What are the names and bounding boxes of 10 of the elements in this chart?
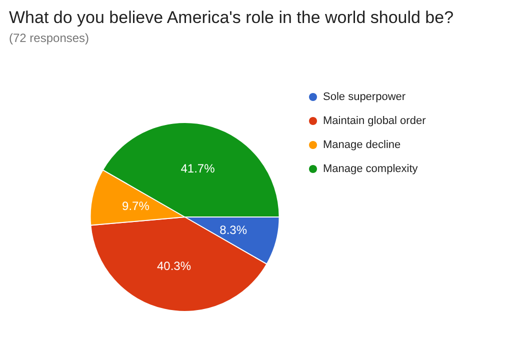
legend-label: Manage complexity bbox=[323, 163, 418, 175]
data-label: 41.7% bbox=[180, 161, 216, 176]
legend-label: Sole superpower bbox=[323, 91, 406, 103]
legend-label: Manage decline bbox=[323, 139, 401, 151]
data-label: 40.3% bbox=[156, 259, 192, 274]
data-label: 8.3% bbox=[220, 222, 248, 237]
chart-subtitle: (72 responses) bbox=[9, 31, 90, 45]
chart-title: What do you believe America's role in the world should be? bbox=[9, 8, 454, 27]
legend-label: Maintain global order bbox=[323, 115, 426, 127]
data-label: 9.7% bbox=[122, 199, 150, 214]
